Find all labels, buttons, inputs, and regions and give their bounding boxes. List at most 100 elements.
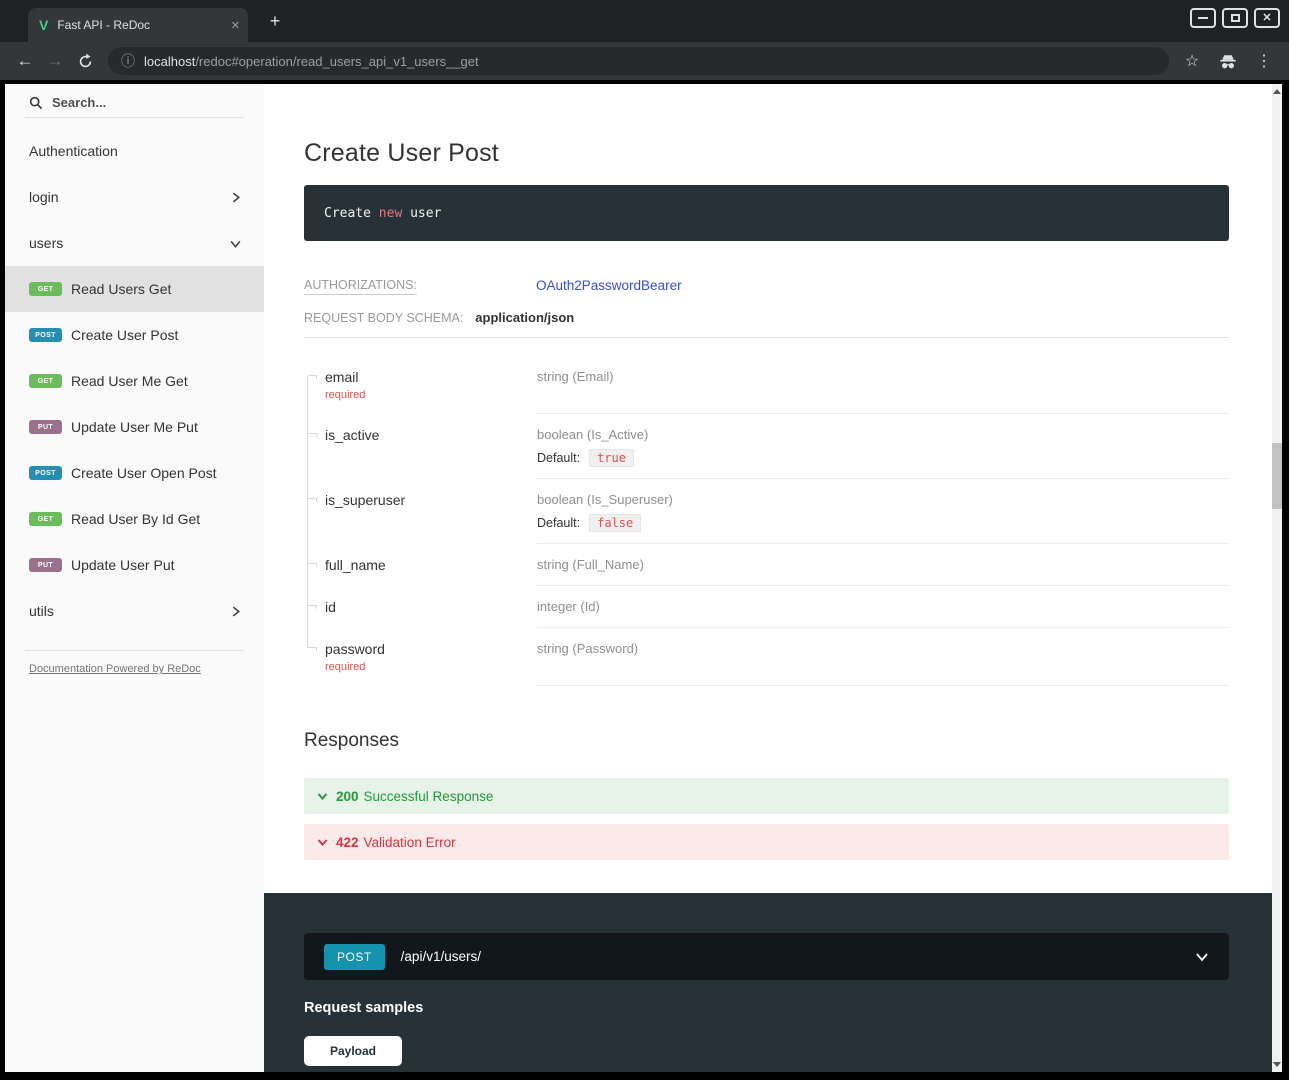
sidebar-item-operation[interactable]: POST Create User Post: [5, 312, 264, 358]
sidebar-item-operation[interactable]: GET Read User By Id Get: [5, 496, 264, 542]
operation-label: Read Users Get: [71, 281, 172, 297]
put-badge: PUT: [29, 558, 62, 572]
field-default: Default: false: [537, 514, 1229, 532]
sidebar-item-authentication[interactable]: Authentication: [5, 128, 264, 174]
post-badge: POST: [324, 943, 385, 970]
content-type-value: application/json: [475, 310, 575, 325]
tree-connector-icon: [308, 375, 317, 379]
back-button[interactable]: ←: [16, 51, 34, 70]
schema-header-divider: [304, 337, 1229, 338]
operation-label: Create User Open Post: [71, 465, 217, 481]
browser-tab[interactable]: V Fast API - ReDoc ✕: [28, 8, 248, 42]
search-box[interactable]: [5, 84, 264, 117]
field-type: boolean (Is_Active): [537, 427, 649, 442]
field-name[interactable]: is_active: [325, 427, 380, 443]
tab-close-icon[interactable]: ✕: [230, 19, 240, 32]
request-samples-heading: Request samples: [304, 1000, 424, 1016]
sidebar-item-operation[interactable]: PUT Update User Put: [5, 542, 264, 588]
scrollbar-down-arrow-icon[interactable]: [1273, 1062, 1281, 1067]
close-icon: ✕: [1262, 11, 1272, 24]
page-content: Authentication login users GET Read Users…: [5, 84, 1282, 1072]
sidebar-item-operation[interactable]: GET Read Users Get: [5, 266, 264, 312]
field-name[interactable]: full_name: [325, 557, 386, 573]
site-info-icon[interactable]: ⓘ: [121, 53, 135, 69]
field-type-cell: string (Full_Name): [537, 544, 1229, 586]
operation-label: Read User Me Get: [71, 373, 188, 389]
maximize-button[interactable]: [1222, 8, 1248, 28]
tree-connector-icon: [308, 498, 317, 502]
powered-by-redoc-link[interactable]: Documentation Powered by ReDoc: [29, 663, 201, 675]
minimize-icon: [1198, 17, 1208, 19]
search-input[interactable]: [52, 95, 202, 110]
sidebar-item-login[interactable]: login: [5, 174, 264, 220]
bookmark-star-icon[interactable]: ☆: [1184, 53, 1200, 70]
url-host: localhost: [144, 53, 196, 69]
responses-heading: Responses: [304, 730, 400, 751]
field-type-cell: integer (Id): [537, 586, 1229, 628]
response-422-row[interactable]: 422 Validation Error: [304, 824, 1229, 860]
chevron-right-icon: [229, 605, 242, 618]
browser-toolbar: ← → ⓘ localhost/redoc#operation/read_use…: [0, 42, 1289, 80]
schema-field-row: is_active boolean (Is_Active) Default: true: [304, 414, 1229, 479]
sidebar-item-label: Authentication: [29, 143, 118, 159]
field-name[interactable]: is_superuser: [325, 492, 406, 508]
oauth2-link[interactable]: OAuth2PasswordBearer: [536, 278, 682, 293]
sidebar-item-utils[interactable]: utils: [5, 588, 264, 634]
reload-button[interactable]: [70, 46, 100, 76]
field-name-cell: is_superuser: [304, 479, 537, 544]
chevron-down-icon: [317, 792, 328, 800]
schema-field-row: full_name string (Full_Name): [304, 544, 1229, 586]
response-label: Successful Response: [363, 788, 494, 804]
menu-kebab-icon[interactable]: ⋮: [1256, 53, 1272, 70]
operation-doc: Create User Post Create new user AUTHORI…: [264, 84, 1272, 893]
sidebar-item-operation[interactable]: PUT Update User Me Put: [5, 404, 264, 450]
field-type-cell: string (Password): [537, 628, 1229, 686]
sidebar-item-label: utils: [29, 603, 54, 619]
reload-icon: [79, 53, 91, 67]
sidebar-item-users[interactable]: users: [5, 220, 264, 266]
endpoint-path: /api/v1/users/: [400, 949, 481, 964]
tab-title: Fast API - ReDoc: [57, 18, 151, 32]
tree-connector-icon: [308, 647, 317, 651]
field-name[interactable]: id: [325, 599, 336, 615]
required-flag: required: [325, 661, 366, 673]
close-button[interactable]: ✕: [1254, 8, 1280, 28]
tree-connector-icon: [308, 433, 317, 437]
tab-strip: V Fast API - ReDoc ✕ + ✕: [0, 0, 1289, 42]
page-scrollbar[interactable]: [1272, 84, 1282, 1072]
toolbar-actions: ☆ ⋮: [1177, 46, 1279, 76]
sidebar-divider: [25, 650, 244, 651]
field-name[interactable]: email: [325, 369, 359, 385]
operation-label: Update User Put: [71, 557, 175, 573]
sidebar-item-operation[interactable]: GET Read User Me Get: [5, 358, 264, 404]
favicon-icon: V: [39, 17, 49, 33]
response-label: Validation Error: [363, 834, 456, 850]
field-name-cell: full_name: [304, 544, 537, 586]
chevron-down-icon: [317, 838, 328, 846]
field-type-cell: string (Email): [537, 356, 1229, 414]
maximize-icon: [1230, 14, 1240, 22]
post-badge: POST: [29, 328, 62, 342]
operation-label: Create User Post: [71, 327, 179, 343]
response-200-row[interactable]: 200 Successful Response: [304, 778, 1229, 814]
field-type: integer (Id): [537, 599, 600, 614]
payload-tab[interactable]: Payload: [304, 1036, 402, 1066]
schema-field-row: is_superuser boolean (Is_Superuser) Defaul…: [304, 479, 1229, 544]
get-badge: GET: [29, 512, 62, 526]
minimize-button[interactable]: [1190, 8, 1216, 28]
schema-field-row: password required string (Password): [304, 628, 1229, 686]
field-name-cell: id: [304, 586, 537, 628]
incognito-icon: [1213, 46, 1243, 76]
field-name[interactable]: password: [325, 641, 385, 657]
new-tab-button[interactable]: +: [269, 10, 281, 31]
sidebar: Authentication login users GET Read Users…: [5, 84, 264, 1072]
scrollbar-thumb[interactable]: [1272, 443, 1282, 509]
get-badge: GET: [29, 374, 62, 388]
endpoint-dropdown[interactable]: POST /api/v1/users/: [304, 933, 1229, 980]
request-console-panel: POST /api/v1/users/ Request samples Payl…: [264, 893, 1272, 1072]
address-bar[interactable]: ⓘ localhost/redoc#operation/read_users_a…: [108, 47, 1169, 75]
scrollbar-up-arrow-icon[interactable]: [1273, 89, 1281, 94]
field-name-cell: email required: [304, 356, 537, 414]
sidebar-item-operation[interactable]: POST Create User Open Post: [5, 450, 264, 496]
